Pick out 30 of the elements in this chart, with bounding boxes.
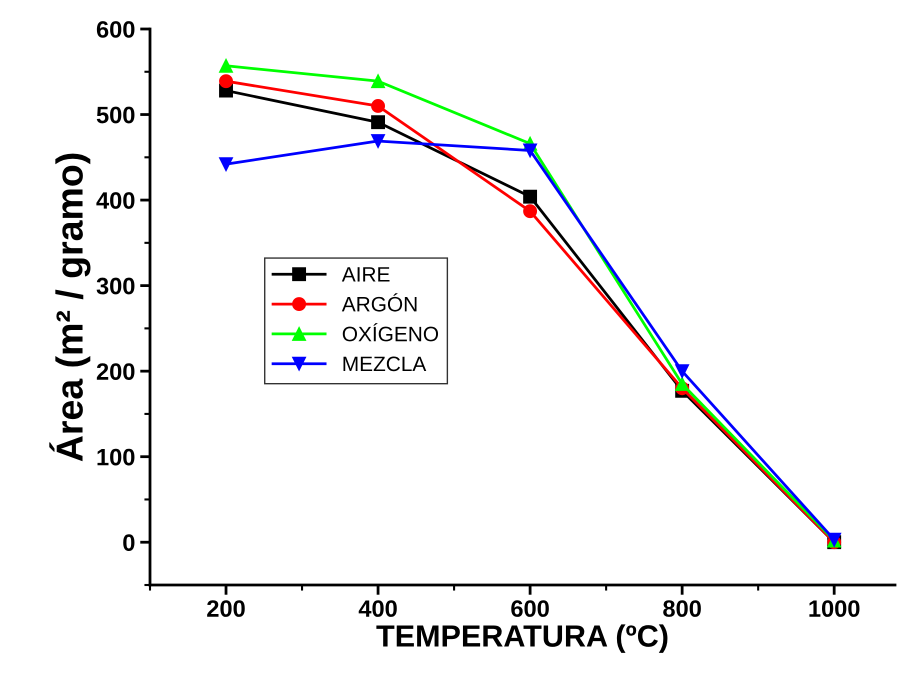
x-axis-title: TEMPERATURA (ºC) [376, 624, 668, 653]
point [523, 144, 538, 158]
y-tick-label: 200 [96, 363, 134, 380]
legend-label: ARGÓN [342, 293, 416, 312]
legend-label: MEZCLA [344, 356, 426, 372]
point [675, 364, 690, 378]
point [371, 74, 386, 88]
y-tick-label: 500 [96, 106, 134, 124]
point [219, 157, 233, 172]
x-tick-label: 1000 [809, 600, 860, 617]
point [675, 377, 690, 391]
point [371, 134, 386, 148]
x-tick-label: 400 [358, 600, 397, 617]
y-tick-label: 0 [123, 534, 134, 552]
x-tick-label: 200 [207, 600, 245, 617]
y-tick-label: 400 [96, 192, 134, 209]
y-tick-label: 600 [96, 21, 134, 38]
y-tick-label: 100 [98, 448, 134, 466]
point [219, 58, 233, 73]
legend-label: AIRE [342, 267, 390, 282]
x-tick-label: 600 [511, 600, 549, 617]
point [523, 190, 538, 204]
y-tick-label: 300 [96, 278, 134, 294]
legend-label: OXÍGENO [342, 323, 438, 342]
y-axis-title: Área (m² / gramo) [49, 154, 90, 462]
point [523, 204, 538, 218]
point [371, 115, 386, 130]
point [219, 74, 233, 88]
x-tick-label: 800 [663, 600, 701, 617]
point [371, 99, 386, 113]
